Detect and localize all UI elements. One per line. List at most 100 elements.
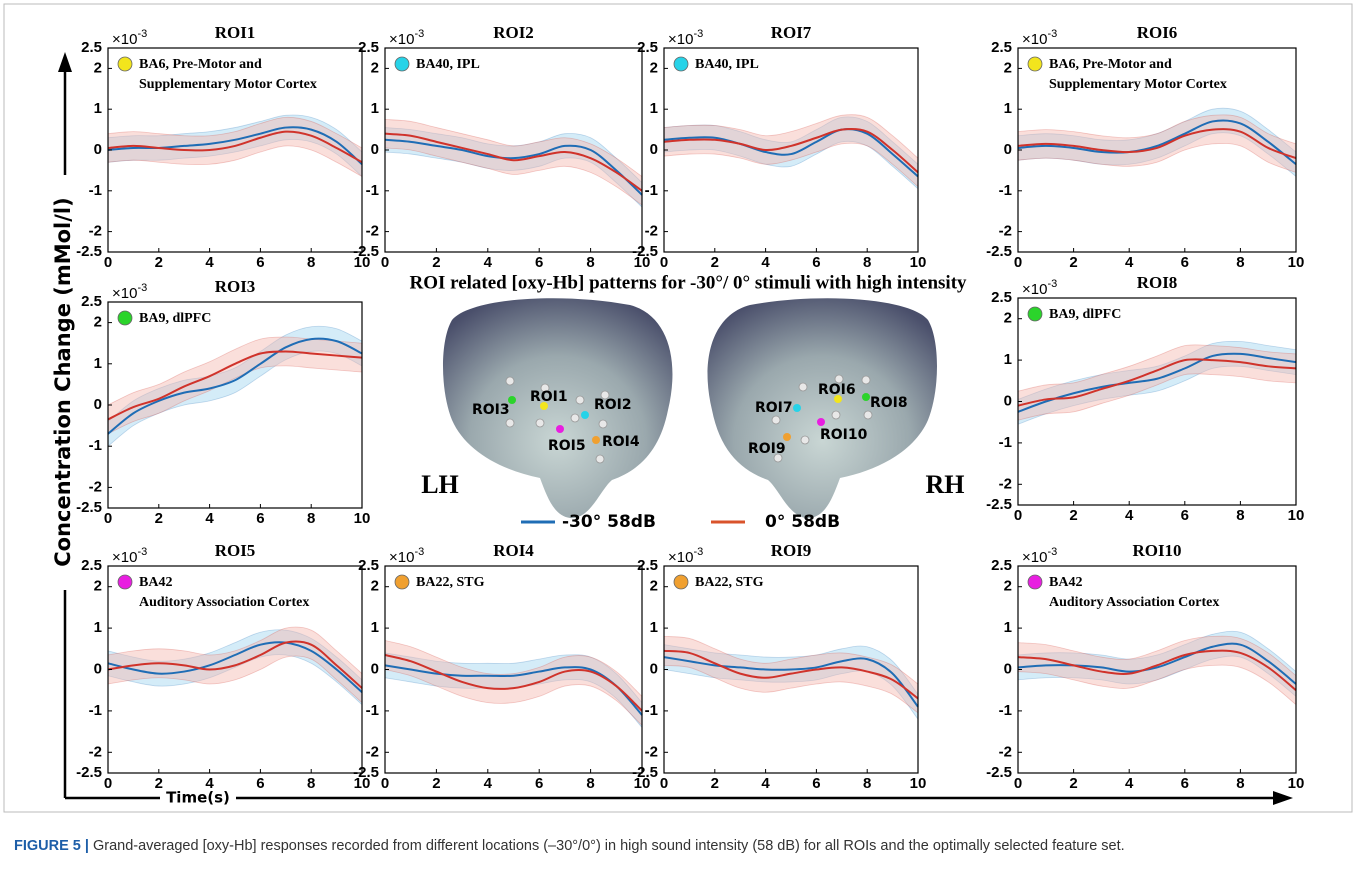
region-dot	[117, 310, 133, 326]
region-label: BA22, STG	[695, 575, 764, 590]
probe	[831, 410, 841, 420]
y-tick-label: -2.5	[76, 243, 102, 260]
y-arrowhead	[58, 52, 72, 72]
region-label: BA42	[139, 575, 172, 590]
y-tick-label: 0	[94, 141, 102, 158]
region-label: BA9, dlPFC	[139, 311, 211, 326]
y-tick-label: -2	[999, 743, 1012, 760]
y-tick-label: 2	[371, 59, 379, 76]
multiplier-exponent: -3	[693, 546, 703, 558]
series-line	[1017, 649, 1297, 691]
roi-label: ROI9	[748, 441, 786, 457]
x-tick-label: 0	[1014, 775, 1022, 792]
x-tick-label: 10	[910, 254, 927, 271]
y-tick-label: -1	[645, 182, 658, 199]
y-multiplier: ×10-3	[1022, 546, 1057, 566]
x-tick-label: 2	[155, 510, 163, 527]
y-tick-label: -2.5	[986, 243, 1012, 260]
y-tick-label: 2	[650, 578, 658, 595]
roi-label: ROI3	[472, 402, 510, 418]
hemisphere-label: LH	[421, 470, 459, 499]
y-tick-label: 2	[94, 314, 102, 331]
x-tick-label: 2	[1069, 507, 1077, 524]
x-tick-label: 2	[1069, 775, 1077, 792]
multiplier-exponent: -3	[693, 28, 703, 40]
y-multiplier: ×10-3	[112, 282, 147, 302]
y-tick-label: -1	[89, 437, 102, 454]
multiplier-base: ×10	[389, 31, 414, 48]
x-tick-label: 4	[484, 775, 493, 792]
multiplier-base: ×10	[1022, 281, 1047, 298]
y-tick-label: 2	[371, 578, 379, 595]
region-dot	[394, 56, 410, 72]
series-line	[107, 640, 363, 689]
probe	[595, 454, 605, 464]
y-tick-label: -1	[366, 702, 379, 719]
probe	[600, 390, 610, 400]
x-tick-label: 6	[535, 254, 543, 271]
region-label: Supplementary Motor Cortex	[139, 77, 317, 92]
y-tick-label: 2.5	[81, 557, 102, 574]
roi-dot	[817, 418, 825, 426]
y-tick-label: 2.5	[991, 557, 1012, 574]
series-line	[1017, 119, 1297, 166]
y-tick-label: -2	[999, 475, 1012, 492]
y-multiplier: ×10-3	[1022, 278, 1057, 298]
plot-area	[1018, 298, 1296, 505]
panel-title: ROI2	[493, 23, 534, 42]
x-tick-label: 2	[711, 254, 719, 271]
roi-dot	[592, 436, 600, 444]
region-label: BA40, IPL	[695, 57, 759, 72]
x-tick-label: 8	[586, 254, 594, 271]
y-label-bg	[50, 175, 80, 590]
y-tick-label: 1	[650, 619, 658, 636]
y-tick-label: 2.5	[81, 293, 102, 310]
x-tick-label: 2	[1069, 254, 1077, 271]
y-tick-label: 1	[650, 100, 658, 117]
figure-frame	[3, 3, 1353, 813]
y-tick-label: 0	[94, 396, 102, 413]
y-tick-label: 0	[371, 660, 379, 677]
x-tick-label: 6	[812, 254, 820, 271]
x-tick-label: 10	[354, 510, 371, 527]
y-tick-label: 1	[371, 619, 379, 636]
region-label: BA42	[1049, 575, 1082, 590]
x-tick-label: 6	[812, 775, 820, 792]
y-tick-label: 2	[650, 59, 658, 76]
multiplier-base: ×10	[389, 549, 414, 566]
y-tick-label: 2	[94, 578, 102, 595]
roi-dot	[581, 411, 589, 419]
hemisphere-label: RH	[926, 470, 965, 499]
x-tick-label: 8	[586, 775, 594, 792]
probe	[505, 376, 515, 386]
y-tick-label: 2.5	[637, 39, 658, 56]
y-multiplier: ×10-3	[668, 28, 703, 48]
x-tick-label: 4	[205, 510, 214, 527]
x-tick-label: 0	[1014, 254, 1022, 271]
probe	[800, 435, 810, 445]
x-tick-label: 8	[307, 775, 315, 792]
y-tick-label: -1	[89, 182, 102, 199]
y-tick-label: -2	[366, 223, 379, 240]
roi-label: ROI2	[594, 397, 632, 413]
roi-dot	[783, 433, 791, 441]
probe	[834, 374, 844, 384]
caption-label: FIGURE 5 |	[14, 838, 89, 854]
x-tick-label: 4	[205, 775, 214, 792]
x-tick-label: 6	[535, 775, 543, 792]
x-tick-label: 6	[256, 510, 264, 527]
x-tick-label: 0	[660, 775, 668, 792]
x-tick-label: 4	[1125, 507, 1134, 524]
x-tick-label: 10	[1288, 775, 1305, 792]
region-label: BA9, dlPFC	[1049, 307, 1121, 322]
y-tick-label: -2	[89, 478, 102, 495]
roi-dot	[540, 402, 548, 410]
region-label: BA40, IPL	[416, 57, 480, 72]
x-tick-label: 6	[1181, 254, 1189, 271]
y-tick-label: 0	[371, 141, 379, 158]
series-line	[107, 130, 363, 164]
region-dot	[1027, 56, 1043, 72]
y-tick-label: 1	[94, 355, 102, 372]
